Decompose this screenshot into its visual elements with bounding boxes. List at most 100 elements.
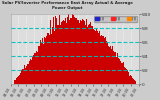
Bar — [130, 75, 131, 84]
Bar — [91, 26, 92, 84]
Bar — [43, 44, 44, 84]
Bar — [74, 17, 75, 84]
Bar — [36, 51, 37, 84]
Bar — [104, 38, 105, 84]
Bar — [30, 59, 31, 84]
Bar — [42, 38, 43, 84]
Bar — [31, 60, 32, 84]
Bar — [105, 37, 106, 84]
Bar — [20, 73, 21, 84]
Bar — [64, 21, 65, 84]
Bar — [133, 79, 134, 84]
Bar — [87, 27, 88, 84]
Bar — [86, 19, 87, 84]
Bar — [39, 46, 40, 84]
Bar — [90, 22, 91, 84]
Bar — [129, 76, 130, 84]
Bar — [52, 27, 53, 84]
Bar — [32, 57, 33, 84]
Bar — [113, 51, 114, 84]
Bar — [85, 25, 86, 84]
Bar — [24, 65, 25, 84]
Bar — [77, 20, 78, 84]
Bar — [97, 31, 98, 84]
Bar — [33, 55, 34, 84]
Bar — [80, 20, 81, 84]
Bar — [120, 61, 121, 84]
Bar — [106, 41, 107, 84]
Bar — [14, 80, 15, 84]
Bar — [65, 18, 66, 84]
Bar — [100, 36, 101, 84]
Bar — [71, 18, 72, 84]
Bar — [121, 63, 122, 84]
Bar — [93, 29, 94, 84]
Bar — [109, 47, 110, 84]
Bar — [22, 69, 23, 84]
Bar — [59, 14, 60, 84]
Bar — [70, 18, 71, 84]
Bar — [18, 76, 19, 84]
Bar — [76, 18, 77, 84]
Bar — [35, 53, 36, 84]
Bar — [112, 46, 113, 84]
Bar — [110, 46, 111, 84]
Bar — [94, 30, 95, 84]
Bar — [61, 22, 62, 84]
Bar — [88, 25, 89, 84]
Bar — [99, 30, 100, 84]
Bar — [29, 61, 30, 84]
Bar — [17, 77, 18, 84]
Bar — [116, 57, 117, 84]
Bar — [127, 70, 128, 84]
Bar — [53, 18, 54, 84]
Bar — [28, 64, 29, 84]
Bar — [37, 52, 38, 84]
Bar — [57, 25, 58, 84]
Legend: ||||, ||||, ||||: ||||, ||||, |||| — [94, 16, 137, 22]
Bar — [115, 52, 116, 84]
Bar — [125, 68, 126, 84]
Bar — [66, 23, 67, 84]
Bar — [103, 36, 104, 84]
Bar — [68, 14, 69, 84]
Bar — [16, 78, 17, 84]
Bar — [26, 66, 27, 84]
Bar — [15, 80, 16, 84]
Bar — [79, 23, 80, 84]
Bar — [126, 69, 127, 84]
Bar — [96, 29, 97, 84]
Bar — [117, 54, 118, 84]
Bar — [72, 14, 73, 84]
Bar — [44, 37, 45, 84]
Bar — [81, 21, 82, 84]
Bar — [119, 59, 120, 84]
Bar — [34, 53, 35, 84]
Bar — [27, 64, 28, 84]
Bar — [41, 43, 42, 84]
Bar — [69, 20, 70, 84]
Bar — [101, 35, 102, 84]
Bar — [23, 69, 24, 84]
Bar — [60, 25, 61, 84]
Bar — [78, 20, 79, 84]
Bar — [128, 72, 129, 84]
Bar — [51, 34, 52, 84]
Text: Solar PV/Inverter Performance East Array Actual & Average Power Output: Solar PV/Inverter Performance East Array… — [2, 1, 133, 10]
Bar — [45, 38, 46, 84]
Bar — [54, 31, 55, 84]
Bar — [62, 21, 63, 84]
Bar — [114, 52, 115, 84]
Bar — [47, 33, 48, 84]
Bar — [56, 18, 57, 84]
Bar — [19, 75, 20, 84]
Bar — [63, 20, 64, 84]
Bar — [131, 76, 132, 84]
Bar — [118, 58, 119, 84]
Bar — [48, 33, 49, 84]
Bar — [84, 21, 85, 84]
Bar — [38, 46, 39, 84]
Bar — [123, 62, 124, 84]
Bar — [83, 20, 84, 84]
Bar — [73, 15, 74, 84]
